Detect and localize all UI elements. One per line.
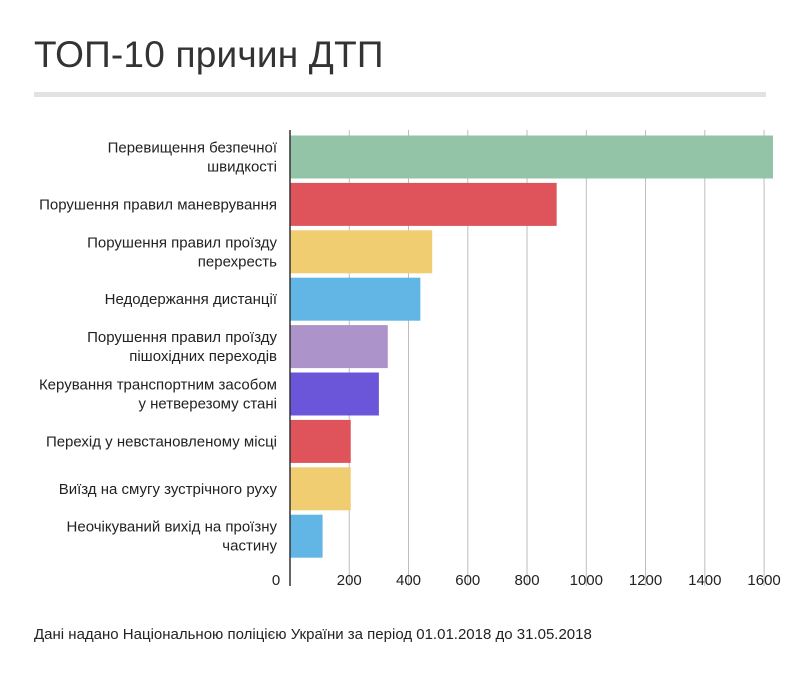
x-tick-label: 800 bbox=[515, 572, 540, 589]
bar bbox=[290, 419, 351, 463]
bar bbox=[290, 372, 379, 416]
category-label: Недодержання дистанції bbox=[105, 291, 278, 308]
category-label: пішохідних переходів bbox=[129, 348, 277, 365]
category-label: Перевищення безпечної bbox=[108, 140, 278, 157]
x-tick-label: 1400 bbox=[688, 572, 721, 589]
title-divider bbox=[34, 92, 766, 97]
bar bbox=[290, 182, 557, 226]
category-label: Порушення правил проїзду bbox=[87, 234, 277, 251]
bar bbox=[290, 325, 388, 369]
x-tick-label: 1200 bbox=[629, 572, 662, 589]
category-label: Перехід у невстановленому місці bbox=[46, 433, 277, 450]
category-label: швидкості bbox=[207, 159, 277, 176]
category-label: перехресть bbox=[198, 253, 277, 270]
category-label: частину bbox=[222, 538, 277, 555]
x-tick-label: 1600 bbox=[747, 572, 780, 589]
category-label: Виїзд на смугу зустрічного руху bbox=[59, 481, 278, 498]
bar bbox=[290, 135, 773, 179]
category-label: Порушення правил маневрування bbox=[39, 196, 277, 213]
bar bbox=[290, 514, 323, 558]
x-tick-label: 200 bbox=[337, 572, 362, 589]
bar bbox=[290, 277, 421, 321]
chart-title: ТОП-10 причин ДТП bbox=[34, 34, 384, 75]
category-label: Порушення правил проїзду bbox=[87, 329, 277, 346]
x-tick-label: 400 bbox=[396, 572, 421, 589]
bar bbox=[290, 467, 351, 511]
category-label: Неочікуваний вихід на проїзну bbox=[67, 519, 278, 536]
x-tick-label: 600 bbox=[455, 572, 480, 589]
x-tick-label: 0 bbox=[272, 572, 280, 589]
source-footnote: Дані надано Національною поліцією Україн… bbox=[34, 626, 592, 643]
category-label: у нетверезому стані bbox=[138, 396, 277, 413]
bar bbox=[290, 230, 433, 274]
x-tick-label: 1000 bbox=[570, 572, 603, 589]
category-label: Керування транспортним засобом bbox=[39, 377, 277, 394]
